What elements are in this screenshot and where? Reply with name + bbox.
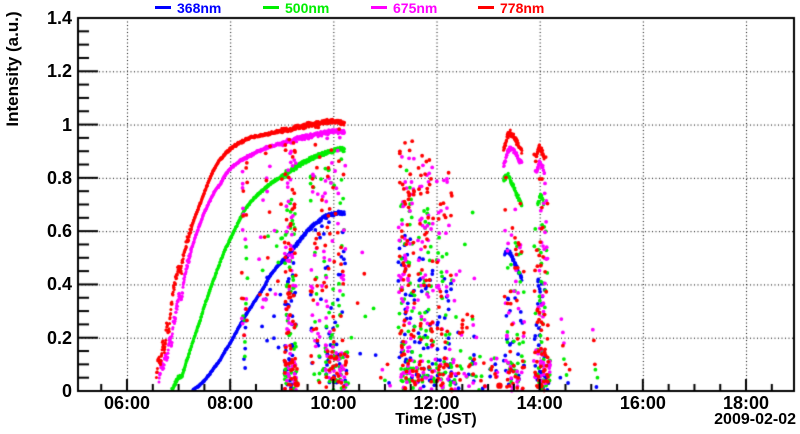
y-tick-label: 1.2: [46, 61, 72, 82]
x-tick-label: 16:00: [619, 393, 666, 413]
x-tick-label: 12:00: [413, 393, 460, 413]
legend-line-675nm-icon: [371, 6, 387, 10]
y-tick-label: 1.4: [46, 8, 72, 28]
legend-line-368nm-icon: [155, 6, 171, 10]
x-tick-label: 18:00: [722, 393, 770, 413]
y-tick-label: 0.8: [46, 167, 72, 188]
y-tick-label: 1: [61, 114, 72, 135]
legend-label-500nm: 500nm: [285, 0, 330, 16]
legend-label-368nm: 368nm: [177, 0, 222, 16]
date-annotation: 2009-02-02: [714, 411, 796, 428]
x-tick-label: 10:00: [310, 393, 357, 413]
legend-item-778nm: 778nm: [478, 1, 544, 17]
y-axis-title: Intensity (a.u.): [3, 11, 22, 127]
legend-line-778nm-icon: [478, 6, 494, 10]
y-tick-label: 0.2: [46, 327, 72, 348]
y-tick-label: 0.6: [46, 221, 72, 242]
legend-item-368nm: 368nm: [155, 1, 221, 17]
x-axis-title: Time (JST): [395, 411, 477, 428]
legend-label-778nm: 778nm: [500, 0, 545, 16]
legend-label-675nm: 675nm: [393, 0, 438, 16]
y-tick-label: 0: [61, 381, 72, 401]
y-tick-label: 0.4: [46, 274, 72, 295]
legend-line-500nm-icon: [263, 6, 279, 10]
x-tick-label: 06:00: [103, 393, 151, 413]
x-tick-label: 14:00: [516, 393, 563, 413]
legend-item-500nm: 500nm: [263, 1, 329, 17]
legend-item-675nm: 675nm: [371, 1, 437, 17]
x-tick-label: 08:00: [207, 393, 254, 413]
